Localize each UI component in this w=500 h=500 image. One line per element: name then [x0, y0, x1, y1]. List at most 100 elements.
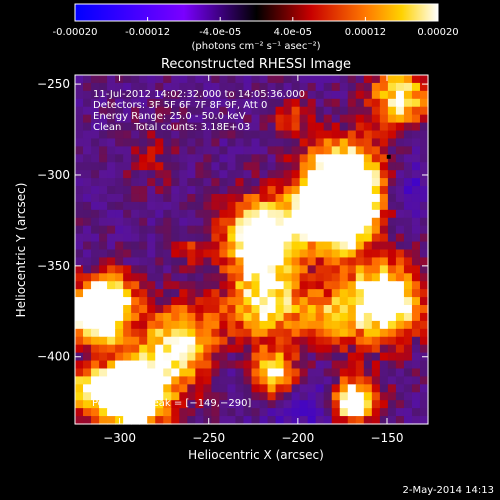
heatmap-cell — [267, 186, 277, 195]
heatmap-cell — [235, 376, 245, 385]
heatmap-cell — [99, 384, 108, 393]
heatmap-cell — [267, 90, 277, 100]
heatmap-cell — [123, 352, 132, 362]
heatmap-cell — [355, 249, 365, 259]
heatmap-cell — [235, 400, 245, 409]
heatmap-cell — [395, 241, 405, 251]
heatmap-cell — [387, 336, 397, 346]
heatmap-cell — [347, 106, 357, 116]
heatmap-cell — [227, 384, 237, 393]
heatmap-cell — [411, 201, 421, 211]
heatmap-cell — [251, 360, 261, 370]
heatmap-cell — [275, 384, 285, 393]
heatmap-cell — [267, 209, 277, 219]
heatmap-cell — [251, 154, 261, 163]
heatmap-cell — [387, 201, 397, 211]
heatmap-cell — [267, 154, 277, 163]
heatmap-cell — [91, 209, 100, 219]
heatmap-cell — [299, 138, 309, 147]
heatmap-cell — [139, 360, 148, 370]
heatmap-cell — [243, 297, 253, 306]
heatmap-cell — [315, 289, 325, 298]
heatmap-cell — [163, 193, 172, 203]
heatmap-cell — [259, 130, 269, 140]
heatmap-cell — [379, 178, 389, 187]
heatmap-cell — [155, 75, 164, 84]
heatmap-cell — [299, 344, 309, 354]
heatmap-cell — [147, 336, 156, 346]
heatmap-cell — [155, 281, 164, 290]
heatmap-cell — [355, 75, 365, 84]
heatmap-cell — [115, 193, 124, 203]
heatmap-cell — [299, 376, 309, 385]
heatmap-cell — [195, 360, 204, 370]
heatmap-cell — [347, 312, 357, 322]
heatmap-cell — [163, 297, 172, 306]
heatmap-cell — [83, 217, 92, 227]
heatmap-cell — [163, 368, 172, 378]
heatmap-cell — [187, 400, 196, 409]
heatmap-cell — [91, 273, 100, 282]
heatmap-cell — [379, 209, 389, 219]
heatmap-cell — [347, 416, 357, 425]
x-tick-label: −150 — [371, 431, 404, 445]
heatmap-cell — [411, 98, 421, 108]
heatmap-cell — [299, 193, 309, 203]
heatmap-cell — [371, 122, 381, 132]
heatmap-cell — [179, 384, 188, 393]
heatmap-cell — [419, 344, 429, 354]
heatmap-cell — [283, 384, 293, 393]
heatmap-cell — [131, 408, 140, 417]
heatmap-cell — [99, 154, 108, 163]
heatmap-cell — [139, 225, 148, 235]
heatmap-cell — [251, 122, 261, 132]
heatmap-cell — [347, 154, 357, 163]
heatmap-cell — [419, 273, 429, 282]
heatmap-cell — [275, 233, 285, 243]
heatmap-cell — [355, 138, 365, 147]
heatmap-cell — [219, 416, 229, 425]
heatmap-cell — [419, 360, 429, 370]
heatmap-cell — [75, 305, 84, 314]
heatmap-cell — [91, 122, 100, 132]
heatmap-cell — [419, 162, 429, 171]
heatmap-cell — [83, 265, 92, 274]
heatmap-cell — [235, 82, 245, 92]
heatmap-cell — [315, 233, 325, 243]
heatmap-cell — [379, 249, 389, 259]
heatmap-cell — [211, 336, 221, 346]
heatmap-cell — [379, 193, 389, 203]
heatmap-cell — [251, 241, 261, 251]
heatmap-cell — [387, 209, 397, 219]
heatmap-cell — [195, 344, 204, 354]
heatmap-cell — [347, 368, 357, 378]
heatmap-cell — [347, 122, 357, 132]
heatmap-cell — [195, 273, 204, 282]
heatmap-cell — [227, 106, 237, 116]
heatmap-cell — [75, 344, 84, 354]
observation-annotations: 11-Jul-2012 14:02:32.000 to 14:05:36.000… — [93, 89, 305, 133]
heatmap-cell — [331, 368, 341, 378]
heatmap-cell — [83, 201, 92, 211]
heatmap-cell — [331, 114, 341, 124]
heatmap-cell — [243, 320, 253, 330]
heatmap-cell — [83, 360, 92, 370]
heatmap-cell — [339, 297, 349, 306]
heatmap-cell — [187, 328, 196, 338]
heatmap-cell — [283, 289, 293, 298]
heatmap-cell — [259, 328, 269, 338]
heatmap-cell — [91, 265, 100, 274]
heatmap-cell — [131, 265, 140, 274]
heatmap-cell — [403, 305, 413, 314]
heatmap-cell — [163, 416, 172, 425]
heatmap-cell — [347, 328, 357, 338]
heatmap-cell — [147, 368, 156, 378]
heatmap-cell — [227, 336, 237, 346]
heatmap-cell — [323, 249, 333, 259]
heatmap-cell — [203, 114, 212, 124]
heatmap-cell — [339, 201, 349, 211]
heatmap-cell — [355, 162, 365, 171]
heatmap-cell — [227, 75, 237, 84]
heatmap-cell — [187, 201, 196, 211]
heatmap-cell — [211, 400, 221, 409]
